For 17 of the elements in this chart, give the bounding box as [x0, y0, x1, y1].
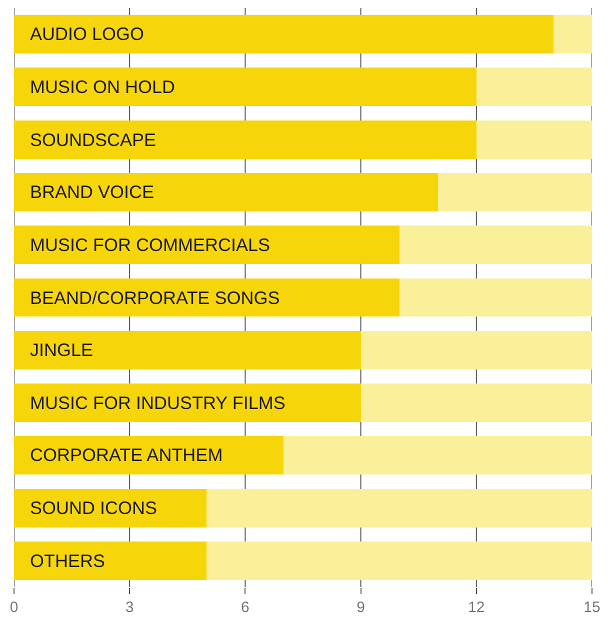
y-tick-label: SOUND ICONS — [30, 498, 158, 518]
y-tick-label: MUSIC FOR INDUSTRY FILMS — [30, 393, 286, 413]
y-tick-label: OTHERS — [30, 551, 106, 571]
x-tick-label: 9 — [356, 599, 365, 616]
x-tick-label: 15 — [584, 599, 600, 616]
y-tick-label: BEAND/CORPORATE SONGS — [30, 288, 280, 308]
y-tick-label: BRAND VOICE — [30, 182, 154, 202]
x-tick-label: 3 — [125, 599, 134, 616]
x-tick-label: 6 — [241, 599, 250, 616]
y-tick-label: MUSIC ON HOLD — [30, 77, 176, 97]
x-tick-label: 12 — [468, 599, 485, 616]
y-tick-label: SOUNDSCAPE — [30, 130, 156, 150]
y-tick-label: CORPORATE ANTHEM — [30, 445, 223, 465]
x-tick-label: 0 — [10, 599, 18, 616]
y-tick-label: MUSIC FOR COMMERCIALS — [30, 235, 270, 255]
y-tick-label: JINGLE — [30, 340, 94, 360]
y-tick-label: AUDIO LOGO — [30, 24, 144, 44]
